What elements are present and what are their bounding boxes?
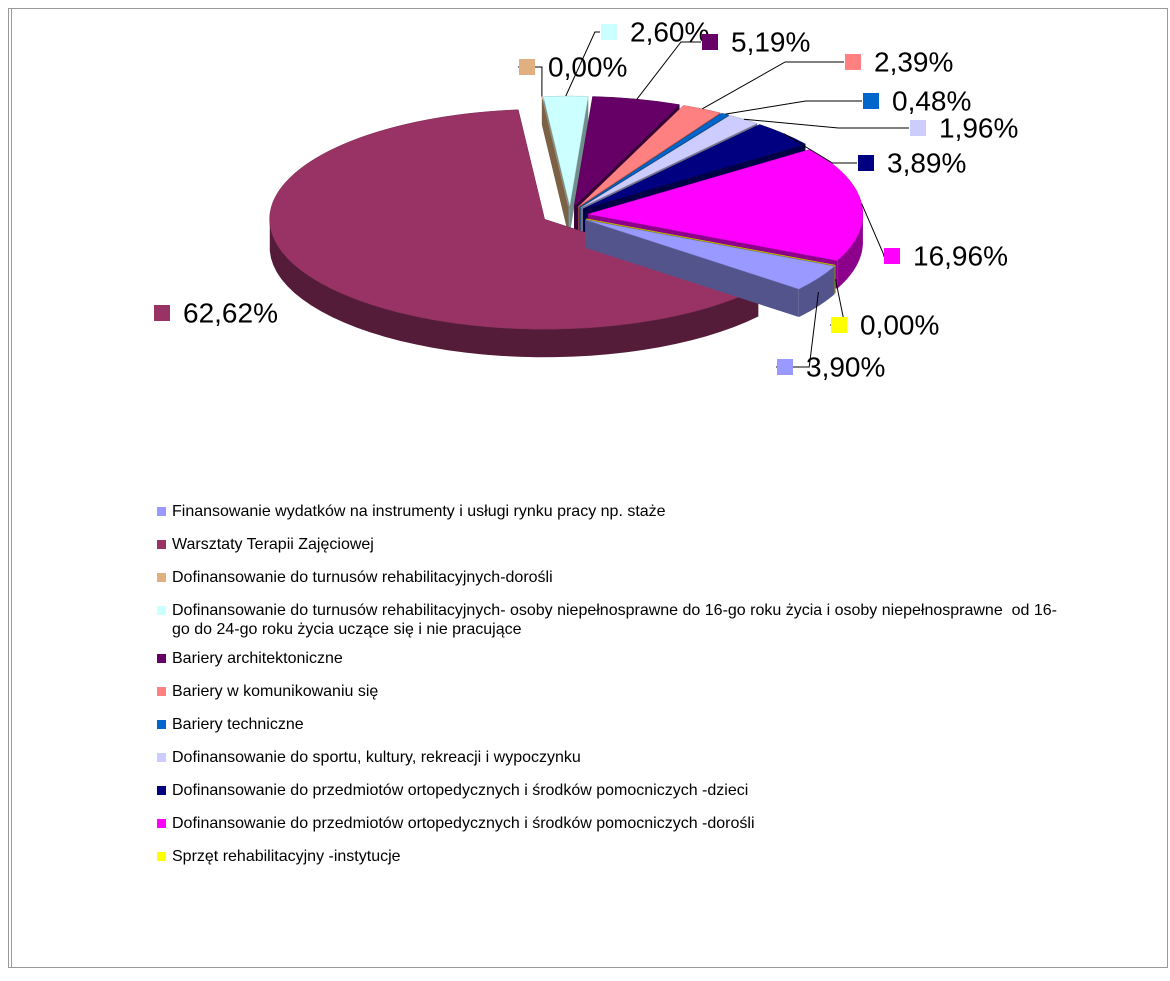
legend-item: Dofinansowanie do przedmiotów ortopedycz… bbox=[157, 781, 1057, 814]
legend-label: Dofinansowanie do przedmiotów ortopedycz… bbox=[172, 782, 749, 799]
slice-side bbox=[798, 266, 835, 318]
legend-label: Dofinansowanie do turnusów rehabilitacyj… bbox=[172, 602, 1057, 638]
slice-side bbox=[837, 215, 863, 289]
legend-key bbox=[157, 786, 166, 795]
legend-item: Dofinansowanie do turnusów rehabilitacyj… bbox=[157, 568, 1057, 601]
legend-item: Bariery techniczne bbox=[157, 715, 1057, 748]
leader-line bbox=[783, 133, 857, 164]
legend-item: Dofinansowanie do przedmiotów ortopedycz… bbox=[157, 814, 1057, 847]
legend-label: Dofinansowanie do turnusów rehabilitacyj… bbox=[172, 569, 553, 586]
slice bbox=[585, 219, 836, 290]
legend-key bbox=[157, 720, 166, 729]
legend-item: Dofinansowanie do sportu, kultury, rekre… bbox=[157, 748, 1057, 781]
label-key bbox=[910, 120, 926, 136]
label-key bbox=[858, 155, 874, 171]
legend-item: Bariery w komunikowaniu się bbox=[157, 682, 1057, 715]
legend-label: Warsztaty Terapii Zajęciowej bbox=[172, 536, 374, 553]
slice bbox=[586, 218, 836, 266]
legend-item: Dofinansowanie do turnusów rehabilitacyj… bbox=[157, 601, 1057, 649]
slice-wall bbox=[541, 96, 569, 235]
label-key bbox=[154, 305, 170, 321]
label-key bbox=[519, 59, 535, 75]
leader-line bbox=[636, 41, 701, 100]
legend-key bbox=[157, 852, 166, 861]
label-key bbox=[884, 248, 900, 264]
label-key bbox=[601, 24, 617, 40]
legend-label: Bariery techniczne bbox=[172, 716, 304, 733]
legend: Finansowanie wydatków na instrumenty i u… bbox=[157, 502, 1057, 880]
data-label: 0,48% bbox=[892, 85, 971, 116]
slice bbox=[583, 124, 807, 210]
legend-item: Warsztaty Terapii Zajęciowej bbox=[157, 535, 1057, 568]
data-label: 0,00% bbox=[548, 51, 627, 82]
data-label: 1,96% bbox=[939, 112, 1018, 143]
label-key bbox=[845, 54, 861, 70]
data-label: 2,60% bbox=[630, 16, 709, 47]
data-label: 5,19% bbox=[731, 26, 810, 57]
slice-wall bbox=[569, 96, 589, 235]
legend-item: Finansowanie wydatków na instrumenty i u… bbox=[157, 502, 1057, 535]
legend-key bbox=[157, 507, 166, 516]
frame bbox=[8, 8, 1168, 968]
data-label: 3,90% bbox=[806, 351, 885, 382]
label-key bbox=[831, 317, 847, 333]
legend-key bbox=[157, 654, 166, 663]
legend-label: Sprzęt rehabilitacyjny -instytucje bbox=[172, 848, 401, 865]
slice-wall bbox=[585, 219, 799, 318]
data-label: 3,89% bbox=[887, 147, 966, 178]
leader-line bbox=[725, 100, 862, 115]
leader-line bbox=[702, 61, 844, 110]
legend-key bbox=[157, 753, 166, 762]
leader-line bbox=[861, 203, 886, 257]
legend-item: Sprzęt rehabilitacyjny -instytucje bbox=[157, 847, 1057, 880]
legend-label: Bariery w komunikowaniu się bbox=[172, 683, 379, 700]
data-label: 16,96% bbox=[913, 240, 1008, 271]
slice-side bbox=[269, 222, 759, 358]
legend-key bbox=[157, 687, 166, 696]
legend-key bbox=[157, 606, 166, 615]
slice bbox=[541, 96, 569, 207]
data-label: 62,62% bbox=[183, 297, 278, 328]
label-key bbox=[777, 359, 793, 375]
legend-label: Finansowanie wydatków na instrumenty i u… bbox=[172, 503, 666, 520]
legend-label: Dofinansowanie do przedmiotów ortopedycz… bbox=[172, 815, 755, 832]
data-label: 2,39% bbox=[874, 46, 953, 77]
legend-key bbox=[157, 573, 166, 582]
leader-line bbox=[565, 31, 600, 97]
legend-label: Bariery architektoniczne bbox=[172, 650, 343, 667]
legend-label: Dofinansowanie do sportu, kultury, rekre… bbox=[172, 749, 581, 766]
label-key bbox=[863, 93, 879, 109]
data-label: 0,00% bbox=[860, 309, 939, 340]
label-key bbox=[702, 34, 718, 50]
legend-key bbox=[157, 540, 166, 549]
legend-item: Bariery architektoniczne bbox=[157, 649, 1057, 682]
slice bbox=[269, 109, 759, 330]
slice bbox=[573, 96, 681, 207]
leader-line bbox=[743, 118, 909, 129]
legend-key bbox=[157, 819, 166, 828]
slice bbox=[543, 95, 589, 207]
